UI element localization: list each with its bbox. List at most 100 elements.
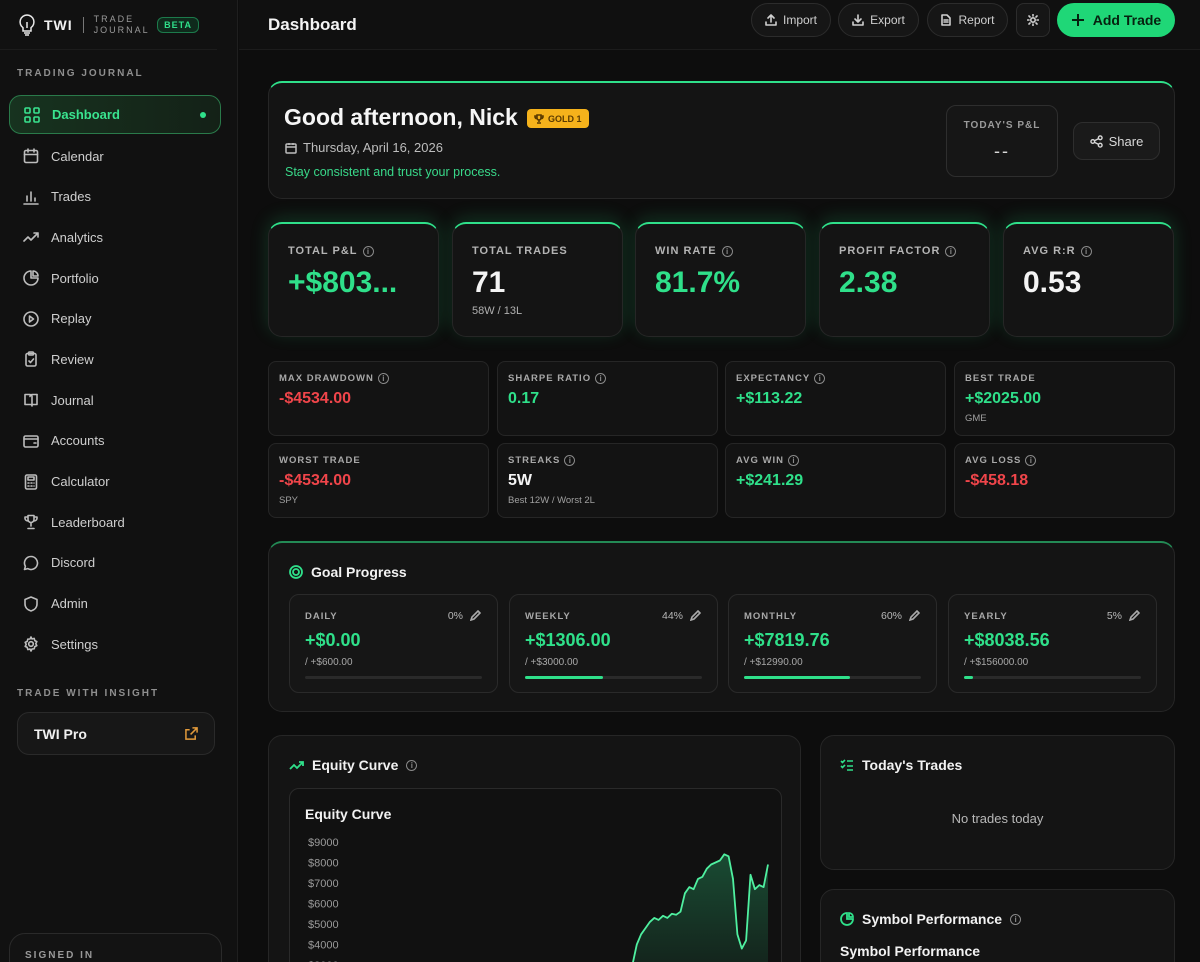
- kpi-label-text: PROFIT FACTOR: [839, 245, 941, 257]
- goal-percent: 44%: [661, 610, 683, 622]
- y-tick-label: $7000: [308, 878, 339, 890]
- goal-target: / +$156000.00: [964, 657, 1029, 668]
- info-icon[interactable]: i: [1025, 455, 1037, 466]
- gear-icon: [24, 636, 38, 653]
- kpi-card-win-rate: WIN RATE i 81.7%: [635, 222, 806, 337]
- goal-period-label: YEARLY: [964, 611, 1008, 622]
- info-icon[interactable]: i: [564, 455, 576, 466]
- stat-label-text: EXPECTANCY: [736, 373, 811, 384]
- symbol-performance-header: Symbol Performance i: [840, 911, 1022, 927]
- goal-period-label: MONTHLY: [744, 611, 798, 622]
- sidebar-item-label: Dashboard: [52, 107, 120, 122]
- edit-pencil-icon[interactable]: [470, 610, 481, 621]
- goal-percent: 5%: [1106, 610, 1122, 622]
- edit-pencil-icon[interactable]: [909, 610, 920, 621]
- brand[interactable]: TWI TRADE JOURNAL BETA: [0, 0, 217, 50]
- sidebar-item-review[interactable]: Review: [9, 339, 221, 380]
- sidebar-item-label: Trades: [51, 189, 91, 205]
- sidebar-item-settings[interactable]: Settings: [9, 624, 221, 665]
- stat-value: -$4534.00: [279, 390, 352, 407]
- info-icon[interactable]: i: [595, 373, 607, 384]
- checklist-icon: [840, 759, 853, 771]
- goal-percent: 60%: [880, 610, 902, 622]
- info-icon[interactable]: i: [362, 245, 374, 257]
- add-trade-button[interactable]: Add Trade: [1057, 3, 1175, 37]
- stat-subtext: SPY: [279, 495, 299, 506]
- share-icon: [1089, 134, 1103, 148]
- symbol-performance-subtitle: Symbol Performance: [840, 943, 981, 959]
- sidebar-item-label: Calculator: [51, 474, 110, 490]
- kpi-value: 2.38: [839, 266, 898, 299]
- y-tick-label: $5000: [308, 919, 339, 931]
- sidebar-item-calculator[interactable]: Calculator: [9, 461, 221, 502]
- share-button[interactable]: Share: [1073, 122, 1160, 160]
- sidebar-item-trades[interactable]: Trades: [9, 176, 221, 217]
- edit-pencil-icon[interactable]: [1129, 610, 1140, 621]
- report-button[interactable]: Report: [927, 3, 1008, 37]
- stat-label: MAX DRAWDOWN i: [279, 373, 389, 384]
- sidebar-item-journal[interactable]: Journal: [9, 380, 221, 421]
- brand-subtitle: TRADE JOURNAL: [94, 14, 150, 36]
- external-link-icon: [185, 727, 198, 740]
- info-icon[interactable]: i: [1080, 245, 1092, 257]
- equity-curve-card: Equity Curve i Equity Curve $9000 $8000 $7…: [268, 735, 801, 962]
- document-icon: [941, 14, 952, 26]
- lightbulb-logo-icon: [19, 13, 35, 36]
- signed-in-panel[interactable]: SIGNED IN: [9, 933, 222, 962]
- greeting-text: Good afternoon, Nick: [284, 104, 518, 130]
- info-icon[interactable]: i: [377, 373, 389, 384]
- kpi-subtext: 58W / 13L: [472, 305, 523, 317]
- goal-progress-bar: [305, 676, 482, 679]
- sidebar-item-leaderboard[interactable]: Leaderboard: [9, 502, 221, 543]
- info-icon[interactable]: i: [406, 759, 418, 771]
- goal-value: +$0.00: [305, 630, 361, 650]
- info-icon[interactable]: i: [788, 455, 799, 466]
- export-button[interactable]: Export: [838, 3, 919, 37]
- sidebar-item-analytics[interactable]: Analytics: [9, 217, 221, 258]
- stat-label-text: STREAKS: [508, 455, 561, 466]
- sidebar-item-replay[interactable]: Replay: [9, 298, 221, 339]
- sidebar-item-dashboard[interactable]: Dashboard: [9, 95, 221, 134]
- sidebar-item-label: Analytics: [51, 229, 104, 245]
- sidebar-item-calendar[interactable]: Calendar: [9, 136, 221, 177]
- equity-area: [633, 854, 768, 962]
- theme-toggle-button[interactable]: [1016, 3, 1050, 37]
- info-icon[interactable]: i: [721, 245, 733, 257]
- sidebar-item-admin[interactable]: Admin: [9, 583, 221, 624]
- sun-icon: [1027, 14, 1039, 26]
- equity-chart: $9000 $8000 $7000 $6000 $5000 $4000 $3000: [308, 837, 769, 962]
- goal-progress-bar: [964, 676, 1141, 679]
- edit-pencil-icon[interactable]: [690, 610, 701, 621]
- sidebar-item-discord[interactable]: Discord: [9, 543, 221, 584]
- stat-value: 0.17: [508, 390, 540, 407]
- y-tick-label: $4000: [308, 940, 339, 952]
- info-icon[interactable]: i: [814, 373, 826, 384]
- stat-card-avg-win: AVG WIN i +$241.29: [725, 443, 946, 518]
- info-icon[interactable]: i: [1010, 913, 1022, 925]
- report-label: Report: [958, 13, 995, 27]
- import-button[interactable]: Import: [751, 3, 831, 37]
- brand-divider: [82, 16, 84, 33]
- y-tick-label: $3000: [308, 960, 339, 962]
- trend-icon: [23, 232, 39, 243]
- twi-pro-link[interactable]: TWI Pro: [17, 712, 215, 755]
- goal-progress-fill: [964, 676, 973, 679]
- goal-progress-header: Goal Progress: [289, 564, 407, 580]
- sidebar-item-portfolio[interactable]: Portfolio: [9, 258, 221, 299]
- y-tick-label: $6000: [308, 899, 339, 911]
- goal-card-yearly: YEARLY 5% +$8038.56 / +$156000.00: [948, 594, 1157, 693]
- brand-subtitle-line2: JOURNAL: [93, 24, 150, 35]
- goal-card-weekly: WEEKLY 44% +$1306.00 / +$3000.00: [509, 594, 718, 693]
- brand-subtitle-line1: TRADE: [93, 13, 135, 24]
- chat-icon: [23, 555, 39, 571]
- symbol-performance-title: Symbol Performance: [862, 911, 1003, 927]
- upload-icon: [765, 14, 777, 26]
- brand-name: TWI: [44, 16, 73, 33]
- sidebar-item-label: Review: [51, 351, 94, 367]
- sidebar-item-accounts[interactable]: Accounts: [9, 421, 221, 462]
- twi-pro-label: TWI Pro: [34, 725, 87, 742]
- sidebar-item-label: Discord: [51, 555, 96, 571]
- share-label: Share: [1108, 133, 1144, 149]
- goal-value: +$8038.56: [964, 630, 1050, 650]
- info-icon[interactable]: i: [945, 245, 957, 257]
